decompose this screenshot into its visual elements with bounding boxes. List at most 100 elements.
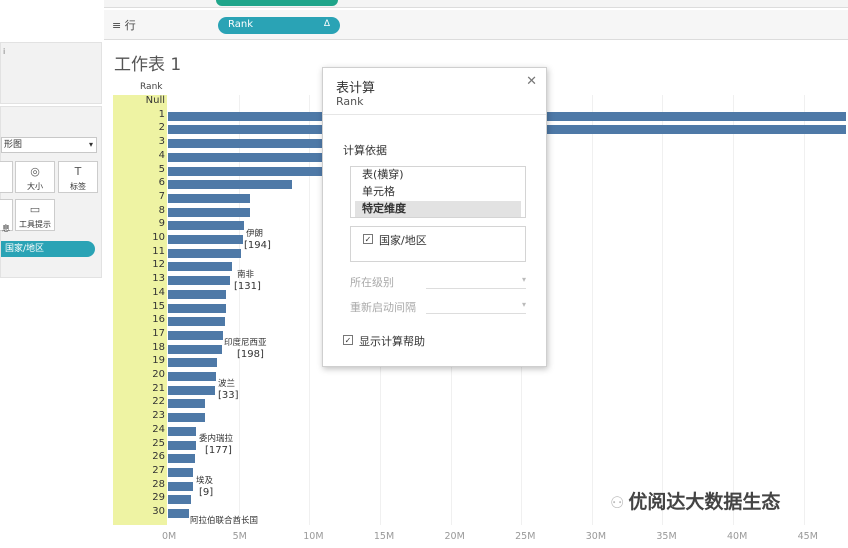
bar-rank-8[interactable] — [168, 207, 250, 217]
bar-rank-23[interactable] — [168, 413, 205, 423]
bar-rank-10[interactable] — [168, 235, 243, 244]
restart-every-select[interactable]: ▾ — [426, 300, 526, 314]
dialog-subtitle: Rank — [336, 95, 364, 108]
rows-shelf: ≡ 行 Rank Δ — [104, 10, 848, 40]
rank-tick-label: 24 — [152, 423, 165, 435]
country-count: [198] — [237, 349, 264, 360]
bar-rank-21[interactable] — [168, 385, 215, 395]
rank-highlight-column — [113, 95, 167, 525]
rank-tick-label: 23 — [152, 410, 165, 422]
bar-rank-19[interactable] — [168, 358, 218, 368]
size-icon: ◎ — [30, 165, 40, 178]
bar-rank-17[interactable] — [168, 330, 224, 340]
rank-tick-label: 20 — [152, 369, 165, 380]
rank-tick-label: 26 — [152, 451, 165, 463]
rank-tick-label: 29 — [152, 492, 165, 504]
x-tick-label: 30M — [585, 531, 607, 542]
bar-rank-25[interactable] — [168, 440, 197, 450]
bar-rank-11[interactable] — [168, 248, 242, 258]
rank-tick-label: 21 — [152, 382, 165, 394]
mark-size-button[interactable]: ◎ 大小 — [15, 161, 55, 193]
bar-rank-14[interactable] — [168, 289, 226, 299]
table-calc-delta-icon: Δ — [323, 19, 330, 29]
columns-pill[interactable] — [216, 0, 338, 6]
rank-tick-label: 8 — [158, 204, 165, 216]
country-count: [131] — [234, 281, 261, 292]
x-tick-label: 20M — [444, 531, 465, 542]
rank-tick-label: 1 — [158, 108, 165, 120]
bar-rank-26[interactable] — [168, 454, 195, 464]
country-count: [33] — [218, 390, 239, 401]
rank-tick-label: 14 — [152, 286, 165, 298]
bar-rank-9[interactable] — [168, 221, 245, 231]
country-count: [177] — [205, 445, 232, 456]
mark-type-dropdown[interactable]: 形图 ▾ — [1, 137, 97, 153]
bar-rank-3[interactable] — [168, 139, 327, 149]
rank-tick-label: 2 — [158, 122, 165, 134]
x-tick-label: 35M — [656, 531, 677, 542]
rank-tick-label: 13 — [152, 273, 165, 285]
bar-rank-6[interactable] — [168, 180, 293, 190]
mark-color-button[interactable] — [0, 161, 13, 193]
bar-rank-29[interactable] — [168, 495, 191, 505]
gridline — [309, 95, 311, 525]
bar-rank-20[interactable] — [168, 372, 217, 381]
compute-using-list: 表(横穿) 单元格 特定维度 — [350, 166, 526, 218]
rank-tick-label: 16 — [152, 314, 165, 326]
country-label: 伊朗 — [246, 229, 264, 239]
bar-rank-28[interactable] — [168, 481, 194, 491]
option-table-across[interactable]: 表(横穿) — [362, 168, 404, 181]
tooltip-icon: ▭ — [29, 203, 41, 216]
bar-rank-24[interactable] — [168, 426, 197, 436]
dimension-list: ✓ 国家/地区 — [350, 226, 526, 262]
show-help-checkbox[interactable]: ✓ — [343, 335, 353, 345]
dialog-divider — [323, 114, 546, 115]
rank-tick-label: 3 — [158, 136, 165, 148]
rank-tick-label: 22 — [152, 396, 165, 408]
chevron-down-icon: ▾ — [521, 300, 526, 309]
gridline — [591, 95, 593, 525]
x-tick-label: 0M — [162, 531, 177, 542]
option-specific-dimensions[interactable]: 特定维度 — [355, 201, 521, 217]
rank-tick-label: 27 — [152, 464, 165, 476]
rank-tick-label: 15 — [152, 300, 165, 312]
mark-tooltip-button[interactable]: ▭ 工具提示 — [15, 199, 55, 231]
x-tick-label: 40M — [727, 531, 748, 542]
mark-label-button[interactable]: T 标签 — [58, 161, 98, 193]
bar-rank-4[interactable] — [168, 152, 327, 162]
at-level-select[interactable]: ▾ — [426, 275, 526, 289]
show-help-label: 显示计算帮助 — [359, 335, 425, 348]
worksheet-title: 工作表 1 — [114, 55, 182, 75]
dimension-checkbox[interactable]: ✓ — [363, 234, 373, 244]
bar-rank-27[interactable] — [168, 467, 194, 477]
bar-rank-13[interactable] — [168, 276, 231, 286]
x-tick-label: 45M — [797, 531, 818, 542]
bar-rank-15[interactable] — [168, 303, 226, 313]
rank-tick-label: Null — [145, 95, 165, 106]
rank-pill[interactable]: Rank Δ — [218, 17, 340, 34]
country-label: 委内瑞拉 — [199, 434, 234, 444]
bar-rank-12[interactable] — [168, 262, 232, 272]
rank-tick-label: 18 — [152, 341, 165, 353]
country-detail-pill[interactable]: 国家/地区 — [1, 241, 95, 257]
dimension-label: 国家/地区 — [379, 234, 427, 247]
mark-detail-button[interactable]: 息 — [0, 199, 13, 233]
country-label: 印度尼西亚 — [224, 338, 267, 348]
close-icon[interactable]: ✕ — [526, 74, 537, 89]
gridline — [662, 95, 664, 525]
option-cell[interactable]: 单元格 — [362, 185, 395, 198]
watermark: ⚇ 优阅达大数据生态 — [610, 491, 781, 513]
table-calculation-dialog: 表计算 Rank ✕ 计算依据 表(横穿) 单元格 特定维度 ✓ 国家/地区 所… — [322, 67, 547, 367]
rank-tick-label: 28 — [152, 478, 165, 490]
bar-rank-18[interactable] — [168, 344, 222, 354]
bar-rank-7[interactable] — [168, 193, 250, 203]
rank-tick-label: 25 — [152, 437, 165, 449]
bar-rank-5[interactable] — [168, 166, 327, 176]
x-tick-label: 5M — [232, 531, 247, 542]
country-label: 埃及 — [196, 476, 214, 486]
bar-rank-16[interactable] — [168, 317, 225, 327]
bar-rank-30[interactable] — [168, 509, 190, 518]
rank-header: Rank — [140, 82, 163, 92]
bar-rank-22[interactable] — [168, 399, 205, 409]
country-count: [9] — [199, 487, 214, 498]
